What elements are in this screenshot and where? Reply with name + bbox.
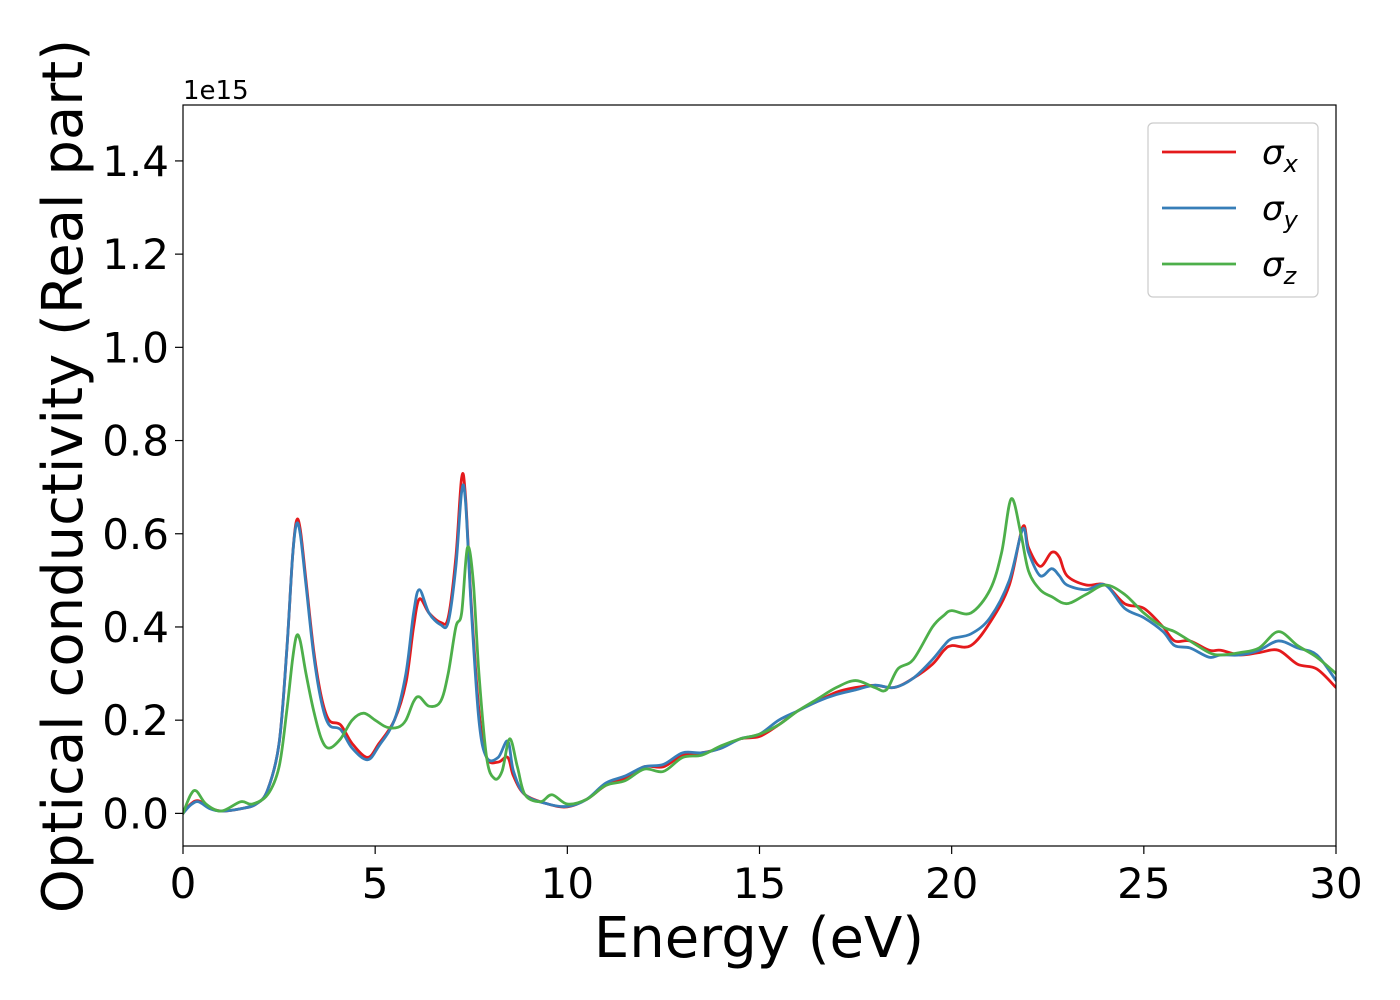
x-tick-label: 5	[362, 859, 389, 908]
y-tick-label: 0.8	[102, 417, 169, 466]
series-line-sigma-y	[183, 483, 1336, 815]
legend-label-sigma-z: σz	[1262, 245, 1298, 290]
y-axis-ticks: 0.0 0.2 0.4 0.6 0.8 1.0 1.2 1.4	[102, 137, 183, 838]
y-offset-text: 1e15	[183, 76, 249, 106]
series-lines	[183, 472, 1336, 815]
y-tick-label: 0.6	[102, 510, 169, 559]
x-tick-label: 30	[1309, 859, 1362, 908]
x-axis-title: Energy (eV)	[594, 906, 924, 971]
x-tick-label: 0	[170, 859, 197, 908]
x-tick-label: 15	[733, 859, 786, 908]
series-line-sigma-z	[183, 497, 1336, 815]
legend-label-sigma-y: σy	[1262, 189, 1299, 234]
y-tick-label: 0.0	[102, 789, 169, 838]
x-tick-label: 25	[1117, 859, 1170, 908]
y-tick-label: 1.4	[102, 137, 169, 186]
y-tick-label: 0.4	[102, 603, 169, 652]
legend-box	[1147, 122, 1319, 298]
legend-label-sigma-x: σx	[1262, 133, 1299, 178]
x-axis-ticks: 0 5 10 15 20 25 30	[170, 846, 1363, 908]
legend: σx σy σz	[1147, 122, 1319, 298]
x-tick-label: 10	[541, 859, 594, 908]
x-tick-label: 20	[925, 859, 978, 908]
y-tick-label: 0.2	[102, 696, 169, 745]
y-tick-label: 1.0	[102, 323, 169, 372]
y-tick-label: 1.2	[102, 230, 169, 279]
y-axis-title: Optical conductivity (Real part)	[31, 39, 96, 913]
